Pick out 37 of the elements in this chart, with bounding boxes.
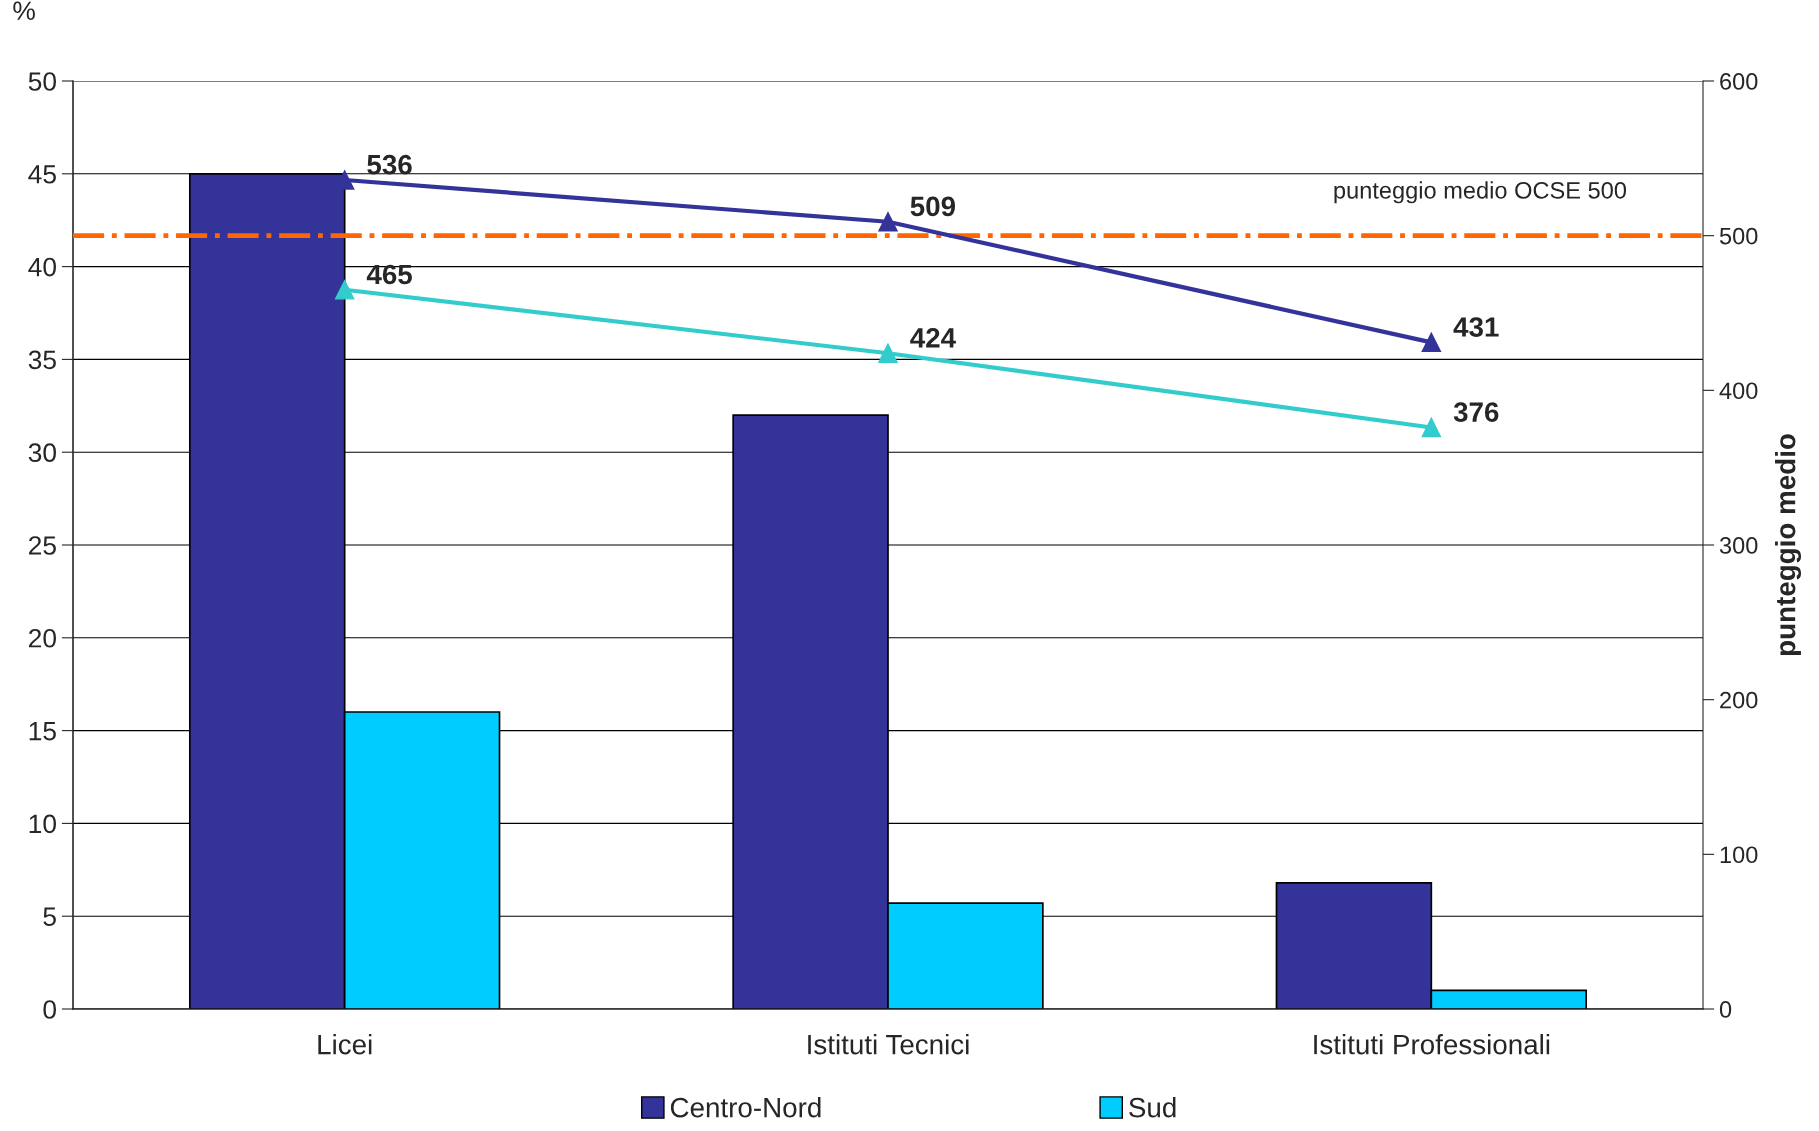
y2-tick-label: 100 bbox=[1720, 846, 1758, 864]
y2-tick-label: 200 bbox=[1720, 691, 1758, 709]
y-tick-label: 25 bbox=[29, 536, 56, 555]
y-tick-label: 15 bbox=[29, 722, 56, 741]
y-tick-label: 30 bbox=[28, 443, 56, 463]
y-tick-label: 20 bbox=[29, 628, 56, 648]
y-tick-label: 40 bbox=[28, 257, 56, 277]
y-tick-label: 50 bbox=[28, 72, 56, 91]
data-label: 509 bbox=[910, 196, 956, 217]
data-label: 376 bbox=[1453, 402, 1499, 422]
y2-tick-label: 0 bbox=[1719, 1001, 1732, 1018]
legend-label: Centro-Nord bbox=[670, 1097, 821, 1118]
x-tick-label: Licei bbox=[318, 1034, 372, 1055]
legend-label: Sud bbox=[1129, 1097, 1176, 1118]
data-label: 465 bbox=[366, 264, 412, 285]
y-axis-title: % bbox=[13, 1, 35, 20]
ref-line-label: punteggio medio OCSE 500 bbox=[1334, 181, 1627, 204]
y2-tick-label: 300 bbox=[1719, 537, 1758, 554]
y-tick-label: 5 bbox=[43, 907, 56, 927]
point bbox=[334, 280, 355, 300]
y2-axis-title: punteggio medio bbox=[1775, 434, 1802, 656]
y2-tick-label: 500 bbox=[1719, 227, 1758, 245]
point bbox=[1421, 332, 1442, 353]
point bbox=[878, 212, 898, 232]
y2-tick-label: 400 bbox=[1719, 382, 1758, 400]
y-tick-label: 0 bbox=[43, 1000, 56, 1019]
y-tick-label: 45 bbox=[28, 165, 56, 184]
x-tick-label: Istituti Professionali bbox=[1314, 1034, 1550, 1055]
y2-tick-label: 600 bbox=[1720, 73, 1758, 90]
point bbox=[1421, 417, 1442, 438]
point bbox=[878, 343, 898, 363]
y-tick-label: 10 bbox=[29, 814, 56, 834]
data-label: 536 bbox=[367, 154, 412, 175]
x-tick-label: Istituti Tecnici bbox=[808, 1034, 969, 1055]
data-label: 424 bbox=[910, 328, 956, 348]
data-label: 431 bbox=[1453, 317, 1499, 337]
y-tick-label: 35 bbox=[28, 350, 56, 370]
